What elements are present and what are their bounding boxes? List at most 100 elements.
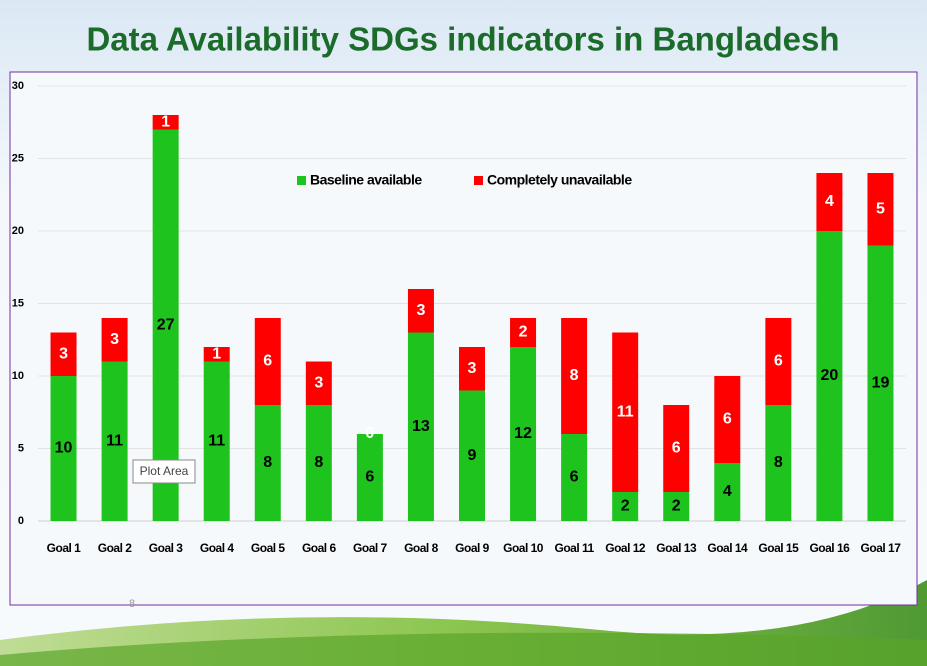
data-label: 5 (876, 200, 885, 217)
bar-segment (459, 390, 485, 521)
bar-segment (816, 173, 843, 231)
slide-number: 8 (129, 598, 135, 610)
y-tick-label: 0 (18, 515, 24, 527)
x-tick-label: Goal 3 (149, 541, 184, 555)
bar-segment (356, 434, 383, 521)
bar-segment (407, 332, 434, 521)
grass-swoosh (0, 632, 927, 666)
data-label: 19 (872, 374, 890, 391)
bar-segment (510, 347, 537, 521)
x-tick-label: Goal 5 (251, 541, 286, 555)
legend-swatch (474, 176, 483, 185)
x-tick-label: Goal 7 (353, 541, 388, 555)
data-label: 4 (825, 193, 834, 210)
data-label: 6 (774, 353, 783, 370)
bar-segment (714, 463, 741, 521)
legend-label: Completely unavailable (487, 172, 632, 188)
bar-segment (254, 405, 281, 521)
y-tick-label: 10 (12, 370, 24, 382)
bar-segment (867, 245, 894, 521)
bar-segment (663, 492, 690, 521)
y-tick-label: 20 (12, 225, 24, 237)
data-label: 11 (106, 432, 123, 449)
x-tick-label: Goal 1 (47, 541, 82, 555)
bar-segment (50, 332, 77, 376)
bar-segment (152, 115, 179, 130)
x-tick-label: Goal 13 (656, 541, 697, 555)
data-label: 9 (468, 447, 477, 464)
bar-segment (765, 405, 792, 521)
data-label: 8 (570, 367, 579, 384)
bar-segment (510, 318, 537, 347)
data-label: 6 (570, 469, 579, 486)
y-tick-label: 30 (12, 80, 24, 92)
data-label: 2 (519, 324, 528, 341)
data-label: 3 (110, 331, 119, 348)
bar-segment (305, 361, 332, 405)
bar-segment (50, 376, 77, 521)
data-label: 12 (514, 425, 532, 442)
bar-segment (663, 405, 690, 492)
x-tick-label: Goal 9 (455, 541, 490, 555)
bar-segment (203, 361, 230, 521)
data-label: 3 (314, 374, 323, 391)
data-label: 6 (365, 469, 374, 486)
x-tick-label: Goal 12 (605, 541, 646, 555)
bar-segment (305, 405, 332, 521)
data-label: 11 (208, 432, 225, 449)
data-label: 2 (621, 498, 630, 515)
data-label: 8 (314, 454, 323, 471)
x-tick-label: Goal 17 (861, 541, 902, 555)
data-label: 20 (821, 367, 839, 384)
data-label: 2 (672, 498, 681, 515)
data-label: 8 (263, 454, 272, 471)
data-label: 3 (59, 345, 68, 362)
data-label: 1 (212, 345, 221, 362)
x-tick-label: Goal 15 (758, 541, 799, 555)
data-label: 6 (723, 411, 732, 428)
x-tick-label: Goal 8 (404, 541, 439, 555)
y-tick-label: 25 (12, 152, 24, 164)
data-label: 3 (416, 302, 425, 319)
x-tick-label: Goal 6 (302, 541, 337, 555)
bar-segment (612, 332, 639, 492)
data-label: 10 (55, 440, 73, 457)
bar-segment (561, 434, 588, 521)
x-tick-label: Goal 2 (98, 541, 133, 555)
x-tick-label: Goal 11 (555, 541, 595, 555)
data-label: 27 (157, 316, 175, 333)
legend-label: Baseline available (310, 172, 422, 188)
bar-segment (714, 376, 741, 463)
y-tick-label: 15 (12, 297, 24, 309)
data-label: 4 (723, 483, 732, 500)
data-label: 11 (617, 403, 634, 420)
bar-segment (612, 492, 639, 521)
bar-segment (867, 173, 894, 246)
x-tick-label: Goal 4 (200, 541, 235, 555)
data-label: 1 (161, 113, 170, 130)
bar-segment (407, 289, 434, 333)
data-label: 0 (365, 425, 374, 442)
data-label: 3 (468, 360, 477, 377)
data-label: 6 (672, 440, 681, 457)
chart-title: Data Availability SDGs indicators in Ban… (86, 21, 839, 58)
x-tick-label: Goal 10 (503, 541, 544, 555)
bar-segment (765, 318, 792, 405)
bar-segment (254, 318, 281, 405)
x-tick-label: Goal 14 (707, 541, 748, 555)
bar-segment (101, 318, 128, 362)
bar-segment (152, 129, 179, 521)
x-tick-label: Goal 16 (809, 541, 850, 555)
data-label: 13 (412, 418, 430, 435)
tooltip: Plot Area (140, 464, 189, 478)
bar-segment (816, 231, 843, 521)
y-tick-label: 5 (18, 442, 24, 454)
bar-segment (561, 318, 588, 434)
data-label: 6 (263, 353, 272, 370)
bar-segment (101, 361, 128, 521)
bar-segment (459, 347, 485, 391)
legend-swatch (297, 176, 306, 185)
tooltip-box (132, 459, 196, 484)
data-label: 8 (774, 454, 783, 471)
